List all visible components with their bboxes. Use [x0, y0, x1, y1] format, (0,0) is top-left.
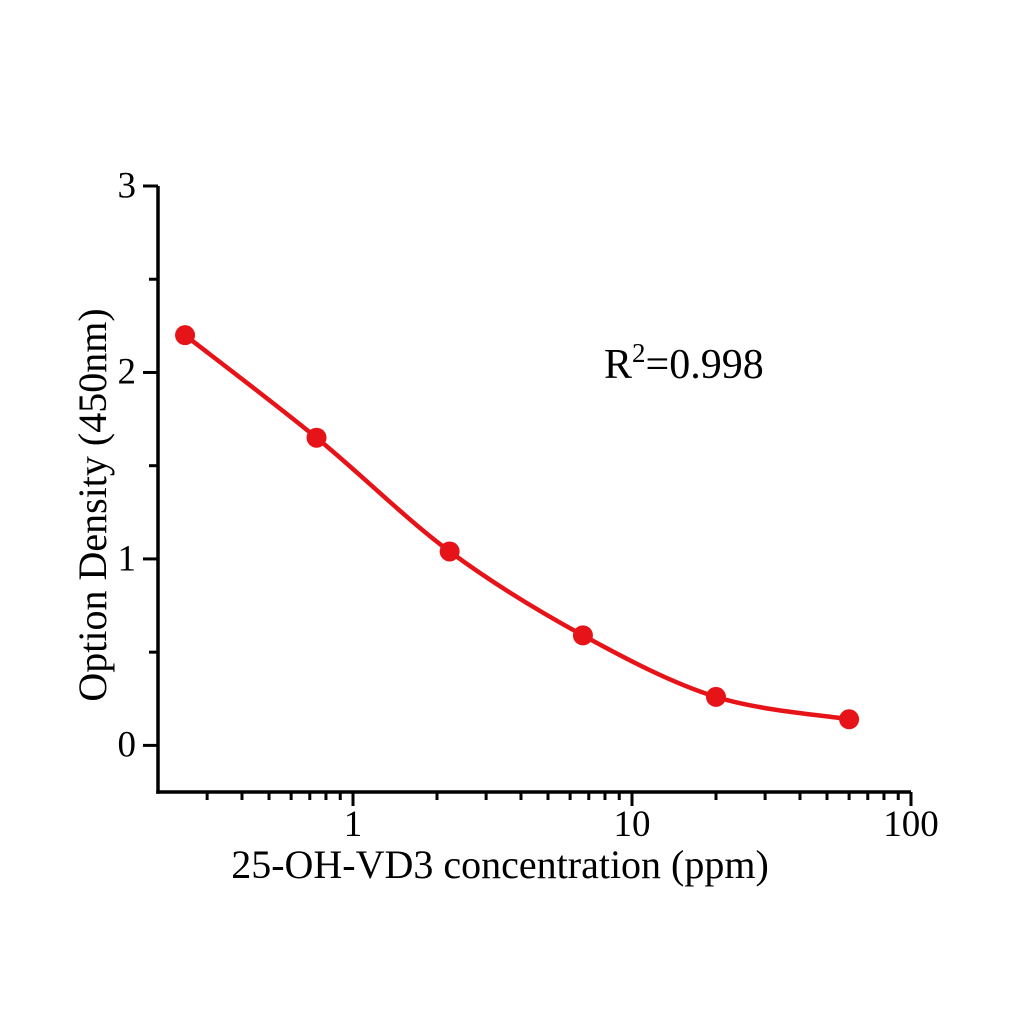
data-point-marker: [306, 427, 327, 448]
data-point-marker: [439, 541, 460, 562]
data-point-marker: [839, 709, 860, 730]
x-tick-label: 10: [613, 804, 651, 845]
data-series: [175, 325, 860, 730]
axes: [156, 186, 911, 794]
x-axis-title: 25-OH-VD3 concentration (ppm): [231, 842, 769, 887]
r-squared-value: =0.998: [645, 342, 764, 388]
fit-curve: [183, 333, 850, 722]
axis-ticks: [143, 184, 913, 806]
y-tick-label: 3: [117, 165, 137, 207]
r-squared-superscript: 2: [632, 338, 646, 368]
x-tick-label: 1: [343, 804, 363, 845]
data-point-marker: [175, 325, 196, 346]
r-squared-annotation: R2=0.998: [604, 338, 764, 388]
y-tick-label: 0: [117, 724, 137, 766]
data-point-marker: [572, 625, 593, 646]
x-tick-label: 100: [883, 804, 939, 845]
y-tick-label: 2: [117, 351, 137, 393]
data-point-marker: [705, 686, 726, 707]
y-axis-title: Option Density (450nm): [70, 308, 115, 702]
r-squared-base: R: [604, 342, 633, 388]
y-tick-label: 1: [117, 538, 137, 580]
